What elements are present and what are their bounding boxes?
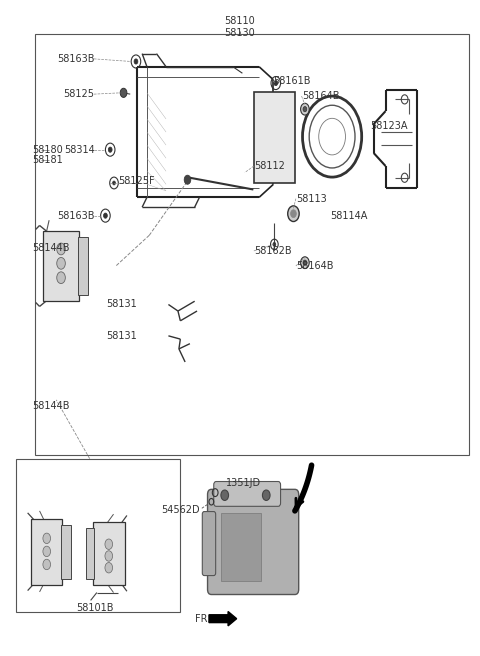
Text: 58144B: 58144B xyxy=(33,243,70,253)
Circle shape xyxy=(57,272,65,283)
Text: 58113: 58113 xyxy=(296,194,327,203)
FancyBboxPatch shape xyxy=(202,512,216,575)
FancyBboxPatch shape xyxy=(214,482,281,506)
Text: 58112: 58112 xyxy=(254,161,285,171)
FancyBboxPatch shape xyxy=(61,525,71,579)
Text: 58125: 58125 xyxy=(63,89,95,99)
Circle shape xyxy=(57,257,65,269)
Circle shape xyxy=(134,59,138,64)
Text: 58163B: 58163B xyxy=(57,211,95,220)
Text: 58181: 58181 xyxy=(33,155,63,165)
Circle shape xyxy=(105,539,113,550)
Circle shape xyxy=(263,490,270,501)
Text: 58130: 58130 xyxy=(225,28,255,37)
Circle shape xyxy=(221,490,228,501)
Circle shape xyxy=(274,81,278,86)
Circle shape xyxy=(273,243,276,247)
FancyBboxPatch shape xyxy=(31,519,62,584)
Text: 58110: 58110 xyxy=(225,16,255,26)
Text: 58101B: 58101B xyxy=(76,603,113,613)
Text: 58131: 58131 xyxy=(107,331,137,341)
Circle shape xyxy=(108,147,112,152)
Circle shape xyxy=(57,243,65,255)
Text: 58164B: 58164B xyxy=(302,91,339,101)
Text: 58180: 58180 xyxy=(33,145,63,155)
Text: 54562D: 54562D xyxy=(161,504,199,514)
Circle shape xyxy=(300,103,309,115)
Circle shape xyxy=(105,562,113,573)
Circle shape xyxy=(300,256,309,268)
Text: 58164B: 58164B xyxy=(296,261,334,271)
Circle shape xyxy=(120,89,127,97)
FancyBboxPatch shape xyxy=(207,489,299,594)
Text: 58144B: 58144B xyxy=(33,401,70,411)
FancyArrow shape xyxy=(209,611,237,626)
Text: 58162B: 58162B xyxy=(254,246,292,256)
Text: FR.: FR. xyxy=(195,613,210,624)
Text: 58163B: 58163B xyxy=(57,54,95,64)
Circle shape xyxy=(105,551,113,561)
Circle shape xyxy=(43,560,50,569)
Text: 58314: 58314 xyxy=(64,145,95,155)
Text: 58131: 58131 xyxy=(107,300,137,310)
FancyBboxPatch shape xyxy=(221,513,262,581)
Text: 58161B: 58161B xyxy=(274,76,311,86)
Circle shape xyxy=(303,106,307,112)
Text: 58123A: 58123A xyxy=(370,121,408,131)
Circle shape xyxy=(184,175,191,184)
Text: 1351JD: 1351JD xyxy=(226,478,261,489)
Text: 58125F: 58125F xyxy=(118,176,155,186)
Circle shape xyxy=(303,260,307,265)
Circle shape xyxy=(113,181,116,185)
Circle shape xyxy=(290,210,296,218)
FancyBboxPatch shape xyxy=(43,232,79,300)
Text: 58114A: 58114A xyxy=(330,211,367,220)
FancyBboxPatch shape xyxy=(16,459,180,612)
Circle shape xyxy=(288,206,299,222)
FancyBboxPatch shape xyxy=(86,528,95,579)
FancyBboxPatch shape xyxy=(254,92,295,183)
FancyBboxPatch shape xyxy=(35,34,469,455)
Circle shape xyxy=(43,533,50,544)
FancyBboxPatch shape xyxy=(78,237,88,295)
FancyBboxPatch shape xyxy=(93,522,124,584)
Circle shape xyxy=(104,213,108,218)
Circle shape xyxy=(43,546,50,557)
